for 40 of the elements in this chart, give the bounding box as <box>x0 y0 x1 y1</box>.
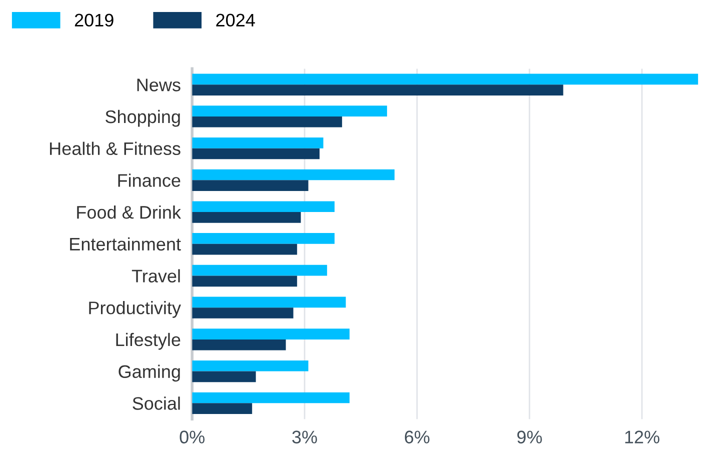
bar <box>192 264 328 276</box>
bar <box>192 116 342 128</box>
bar <box>192 84 564 96</box>
bar <box>192 244 298 255</box>
x-tick-label: 6% <box>404 430 430 444</box>
legend-label: 2019 <box>74 14 114 27</box>
bar <box>192 360 308 372</box>
bar <box>192 328 350 340</box>
y-tick-label: Health & Fitness <box>50 142 180 156</box>
x-tick-label: 9% <box>517 430 542 444</box>
bar <box>192 403 252 414</box>
bar <box>192 169 395 180</box>
y-tick-label: Productivity <box>89 301 181 318</box>
bar <box>192 339 286 350</box>
y-tick-label: News <box>137 78 180 92</box>
y-tick-label: Entertainment <box>70 237 181 251</box>
bar <box>192 212 301 223</box>
bar <box>192 74 698 85</box>
y-tick-label: Travel <box>132 269 180 282</box>
y-tick-label: Shopping <box>106 110 180 127</box>
bar <box>192 371 256 382</box>
bar <box>192 308 294 318</box>
legend-label: 2024 <box>216 14 255 27</box>
bar <box>192 392 350 404</box>
bar <box>192 180 308 192</box>
y-tick-label: Food & Drink <box>77 205 182 219</box>
y-tick-label: Finance <box>118 174 180 187</box>
bar <box>192 296 346 308</box>
x-tick-label: 3% <box>292 430 317 444</box>
y-tick-label: Lifestyle <box>116 332 180 350</box>
x-tick-label: 0% <box>180 430 205 444</box>
bar <box>192 233 335 244</box>
bar <box>192 106 388 116</box>
x-tick-label: 12% <box>625 430 660 444</box>
bar <box>192 148 320 160</box>
y-tick-label: Social <box>132 396 180 410</box>
bar <box>192 138 324 148</box>
y-tick-label: Gaming <box>118 364 180 382</box>
bar <box>192 201 335 212</box>
bar <box>192 276 298 287</box>
